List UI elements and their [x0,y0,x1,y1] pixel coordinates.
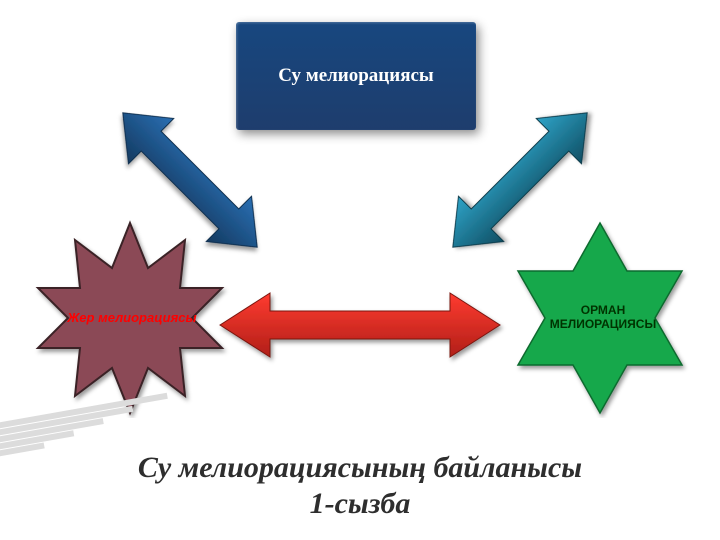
top-node-label: Су мелиорациясы [278,65,434,87]
diagram-stage: Су мелиорациясы [0,0,720,540]
caption-line-2: 1-сызба [310,487,411,520]
caption-line-1: Су мелиорациясының байланысы [138,451,582,484]
diagram-caption: Су мелиорациясының байланысы 1-сызба [0,450,720,522]
arrow-left-to-right [210,275,510,375]
right-node-label: ОРМАН МЕЛИОРАЦИЯСЫ [528,303,678,332]
left-node-label: Жер мелиорациясы [52,310,212,325]
